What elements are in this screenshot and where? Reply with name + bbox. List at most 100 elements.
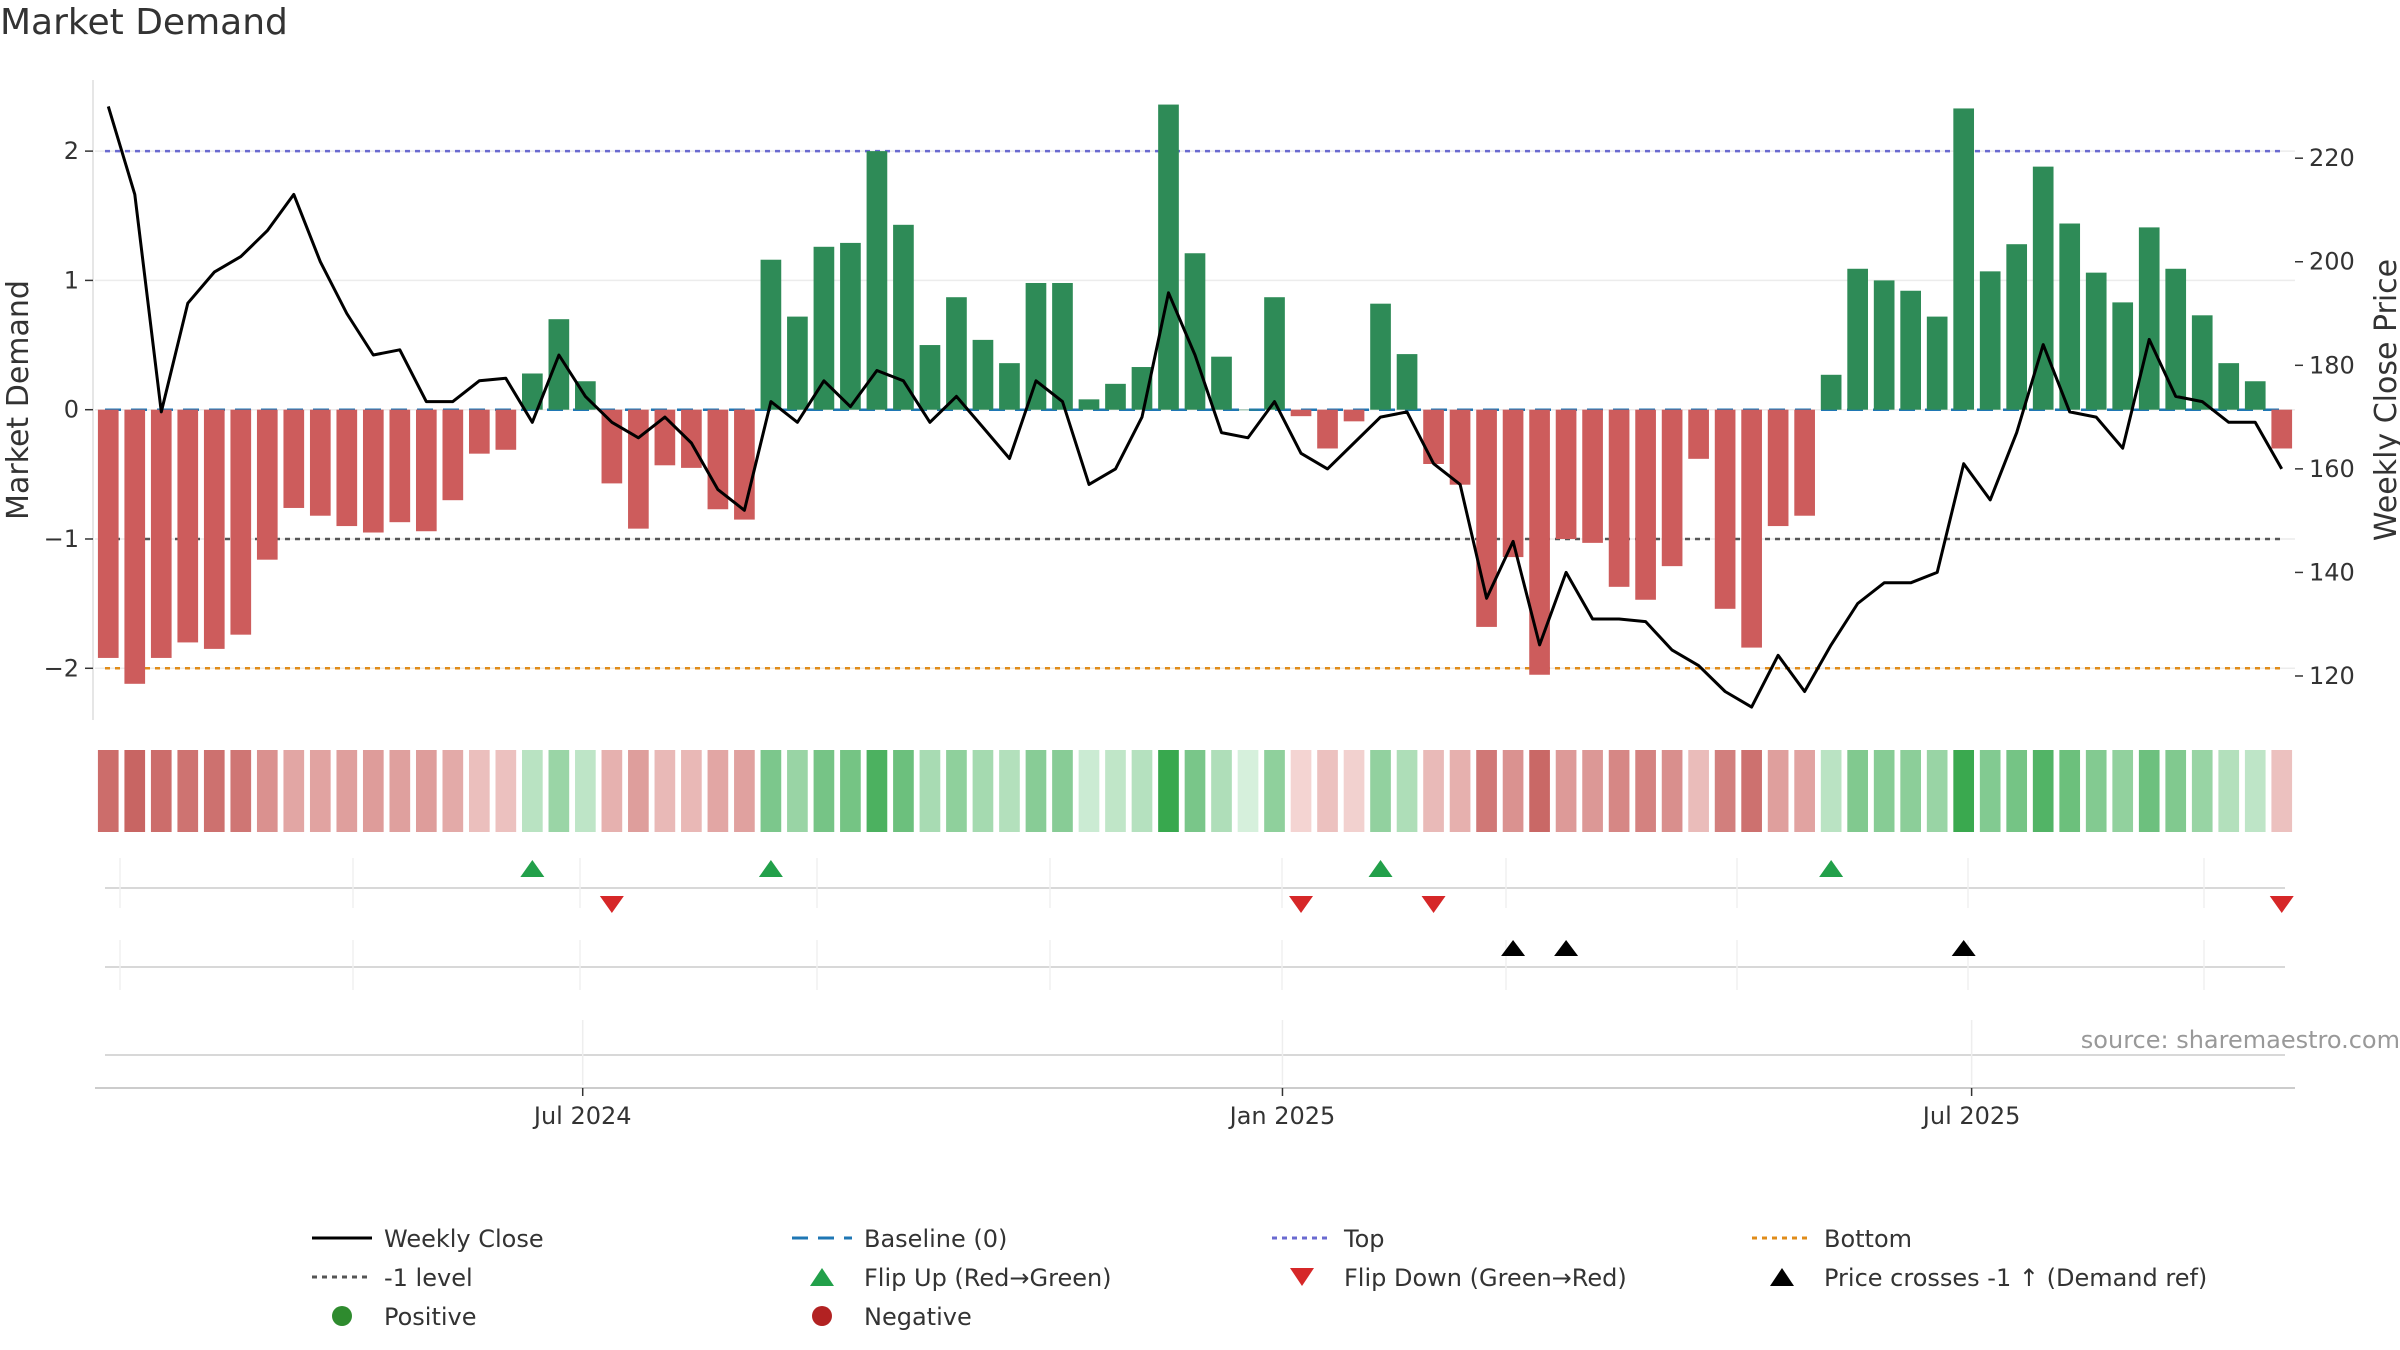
legend-label: Positive xyxy=(384,1303,477,1331)
positive-demand-bar xyxy=(2059,223,2081,410)
price-cross-marker xyxy=(1501,940,1526,956)
strip-cell xyxy=(469,750,490,832)
positive-demand-bar xyxy=(1873,280,1895,410)
strip-cell xyxy=(575,750,596,832)
negative-demand-bar xyxy=(230,409,252,635)
strip-cell xyxy=(2059,750,2081,832)
x-tick-label: Jan 2025 xyxy=(1228,1102,1336,1130)
negative-demand-bar xyxy=(203,409,225,649)
strip-cell xyxy=(2271,750,2293,832)
strip-cell xyxy=(1052,750,1073,832)
strip-cell xyxy=(1343,750,1365,832)
date-axis-panel: Jul 2024 Jan 2025 Jul 2025 xyxy=(95,1020,2295,1130)
chart-title: Market Demand xyxy=(0,2,288,43)
strip-cell xyxy=(1105,750,1126,832)
legend-label: Weekly Close xyxy=(384,1225,544,1253)
strip-cell xyxy=(707,750,729,832)
positive-demand-bar xyxy=(1264,297,1285,410)
positive-demand-bar xyxy=(2244,381,2266,410)
legend-label: Flip Up (Red→Green) xyxy=(864,1264,1112,1292)
positive-demand-bar xyxy=(2165,268,2187,410)
legend-symbol xyxy=(1290,1268,1314,1286)
strip-cell xyxy=(734,750,755,832)
strip-cell xyxy=(309,750,331,832)
strip-cell xyxy=(999,750,1020,832)
legend-triangle-up xyxy=(810,1268,834,1286)
strip-cell xyxy=(1953,750,1975,832)
strip-cell xyxy=(548,750,570,832)
legend-triangle-up xyxy=(1770,1268,1794,1286)
strip-cell xyxy=(1900,750,1921,832)
legend-circle xyxy=(332,1306,352,1326)
positive-demand-bar xyxy=(1370,303,1391,410)
positive-demand-bar xyxy=(1158,104,1179,410)
demand-heat-strip xyxy=(97,750,2293,832)
flip-up-marker xyxy=(758,860,783,877)
strip-cell xyxy=(893,750,914,832)
axes: 2 1 0 −1 −2 220 200 180 160 140 120 Market Demand We… xyxy=(1,80,2400,720)
negative-demand-bar xyxy=(415,409,437,532)
positive-demand-bar xyxy=(2138,227,2160,410)
strip-cell xyxy=(2191,750,2213,832)
strip-cell xyxy=(1449,750,1471,832)
legend-symbol xyxy=(810,1268,834,1286)
positive-demand-bar xyxy=(1211,356,1232,410)
negative-demand-bar xyxy=(2271,409,2293,449)
strip-cell xyxy=(1502,750,1524,832)
flip-up-marker xyxy=(1368,860,1393,877)
legend-triangle-down xyxy=(1290,1268,1314,1286)
flip-up-marker xyxy=(1819,860,1844,877)
negative-demand-bar xyxy=(1423,409,1444,464)
strip-cell xyxy=(495,750,517,832)
negative-demand-bar xyxy=(1635,409,1656,600)
legend: Weekly Close Baseline (0) Top Bottom -1 leve… xyxy=(312,1225,2207,1331)
positive-demand-bar xyxy=(2032,166,2054,410)
negative-demand-bar xyxy=(336,409,358,527)
positive-demand-bar xyxy=(999,363,1020,410)
legend-label: Baseline (0) xyxy=(864,1225,1007,1253)
negative-demand-bar xyxy=(1317,409,1338,449)
strip-cell xyxy=(2244,750,2266,832)
y2-tick-label: 160 xyxy=(2309,455,2355,483)
strip-cell xyxy=(203,750,225,832)
negative-demand-bar xyxy=(1741,409,1762,648)
positive-demand-bar xyxy=(548,319,570,410)
price-cross-marker xyxy=(1554,940,1579,956)
negative-demand-bar xyxy=(1794,409,1815,516)
strip-cell xyxy=(336,750,358,832)
y-tick-label: −2 xyxy=(44,654,79,682)
strip-cell xyxy=(1370,750,1391,832)
positive-demand-bar xyxy=(1237,409,1259,411)
positive-demand-bar xyxy=(2085,272,2107,410)
strip-cell xyxy=(230,750,252,832)
x-tick-label: Jul 2024 xyxy=(532,1102,632,1130)
strip-cell xyxy=(654,750,676,832)
negative-demand-bar xyxy=(150,409,172,658)
y2-tick-label: 220 xyxy=(2309,144,2355,172)
negative-demand-bar xyxy=(1714,409,1736,609)
y2-axis-title: Weekly Close Price xyxy=(2369,259,2400,541)
y2-tick-label: 180 xyxy=(2309,351,2355,379)
strip-cell xyxy=(177,750,199,832)
strip-cell xyxy=(1714,750,1736,832)
positive-demand-bar xyxy=(919,345,941,410)
y-tick-label: 0 xyxy=(64,396,79,424)
strip-cell xyxy=(2112,750,2134,832)
strip-cell xyxy=(813,750,835,832)
negative-demand-bar xyxy=(97,409,119,658)
strip-cell xyxy=(972,750,994,832)
strip-cell xyxy=(1396,750,1418,832)
price-cross-marker xyxy=(1951,940,1976,956)
strip-cell xyxy=(2006,750,2028,832)
strip-cell xyxy=(840,750,861,832)
weekly-close-polyline xyxy=(106,105,2284,709)
weekly-close-line xyxy=(106,105,2284,709)
negative-demand-bar xyxy=(1555,409,1577,539)
positive-demand-bar xyxy=(1105,383,1126,410)
flip-down-marker xyxy=(599,896,624,913)
negative-demand-bar xyxy=(681,409,702,468)
strip-cell xyxy=(1741,750,1762,832)
y2-tick-label: 200 xyxy=(2309,248,2355,276)
positive-demand-bar xyxy=(1025,282,1047,410)
strip-cell xyxy=(1078,750,1100,832)
